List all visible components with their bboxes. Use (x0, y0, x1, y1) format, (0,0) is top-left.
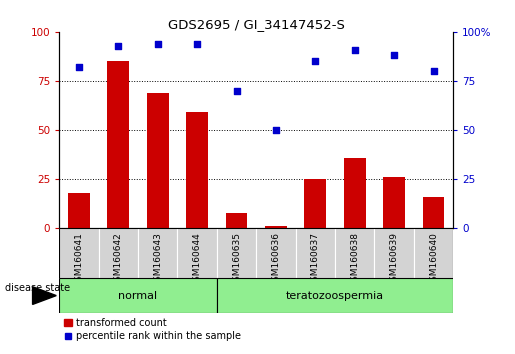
Bar (177, 228, 217, 278)
Text: GSM160640: GSM160640 (429, 232, 438, 287)
Point (430, 68, 438, 74)
Bar (59, 278, 217, 313)
Bar (335, 228, 374, 278)
Bar (217, 278, 453, 313)
Point (272, 127, 280, 133)
Bar (414, 228, 453, 278)
Point (311, 58, 319, 64)
Text: disease state: disease state (5, 283, 70, 293)
Bar (226, 213, 247, 228)
Bar (265, 226, 287, 228)
Point (75, 64, 83, 70)
Point (153, 41, 162, 46)
Point (114, 43, 123, 48)
Point (232, 88, 241, 94)
Legend: transformed count, percentile rank within the sample: transformed count, percentile rank withi… (64, 318, 241, 341)
Bar (423, 197, 444, 228)
Bar (59, 228, 99, 278)
Text: teratozoospermia: teratozoospermia (286, 291, 384, 301)
Bar (217, 228, 256, 278)
Bar (296, 228, 335, 278)
Title: GDS2695 / GI_34147452-S: GDS2695 / GI_34147452-S (168, 18, 345, 31)
Bar (344, 158, 366, 228)
Text: GSM160635: GSM160635 (232, 232, 241, 287)
Bar (256, 228, 296, 278)
Text: GSM160638: GSM160638 (350, 232, 359, 287)
Bar (304, 179, 326, 228)
Text: GSM160636: GSM160636 (271, 232, 280, 287)
Text: GSM160642: GSM160642 (114, 232, 123, 287)
Bar (138, 228, 177, 278)
Text: GSM160639: GSM160639 (390, 232, 399, 287)
Bar (147, 93, 168, 228)
Bar (108, 61, 129, 228)
Bar (68, 193, 90, 228)
Bar (186, 113, 208, 228)
Text: GSM160641: GSM160641 (75, 232, 83, 287)
Bar (374, 228, 414, 278)
Bar (99, 228, 138, 278)
Point (193, 41, 201, 46)
Text: GSM160637: GSM160637 (311, 232, 320, 287)
Bar (383, 177, 405, 228)
Text: GSM160643: GSM160643 (153, 232, 162, 287)
Polygon shape (32, 287, 56, 304)
Text: normal: normal (118, 291, 158, 301)
Point (390, 53, 398, 58)
Point (351, 47, 359, 52)
Text: GSM160644: GSM160644 (193, 232, 201, 287)
